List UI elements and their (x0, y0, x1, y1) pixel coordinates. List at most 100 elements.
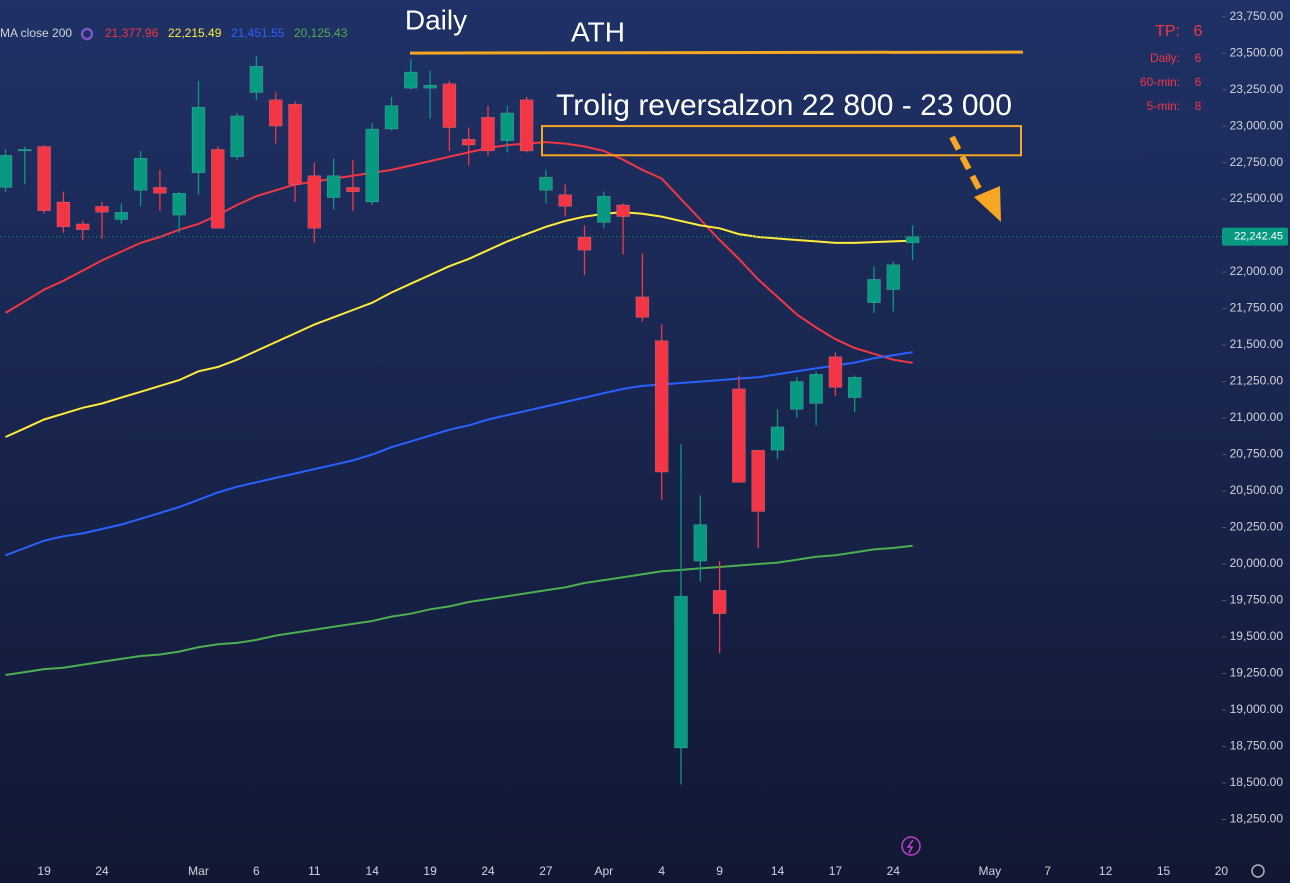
annotation-zone: Trolig reversalzon 22 800 - 23 000 (556, 89, 1012, 122)
x-tick-label: May (978, 864, 1001, 878)
candle-body (539, 176, 553, 191)
candle-body (37, 146, 51, 212)
candle-body (577, 236, 592, 251)
candle-body (442, 83, 457, 128)
x-tick-label: 24 (887, 864, 901, 878)
x-tick-label: 17 (829, 864, 843, 878)
x-tick-label: 14 (771, 864, 785, 878)
candle-body (693, 524, 708, 562)
annotation-ath: ATH (571, 16, 625, 47)
arrow-shaft (949, 135, 988, 202)
alert-bolt (906, 839, 914, 854)
ma-line (5, 211, 913, 438)
y-tick-label: 18,750.00 (1230, 739, 1284, 753)
y-tick-label: 22,750.00 (1230, 155, 1284, 169)
y-tick-label: 21,250.00 (1230, 374, 1284, 388)
tp-label: Daily: (1150, 51, 1180, 65)
x-tick-label: 12 (1099, 864, 1113, 878)
candle-body (384, 105, 399, 130)
candle-body (461, 138, 476, 146)
x-tick-label: 27 (539, 864, 553, 878)
candle-body (790, 381, 804, 410)
candle-body (867, 279, 881, 303)
y-tick-label: 21,750.00 (1230, 301, 1284, 315)
candle-body (346, 187, 360, 193)
alert-icon[interactable] (901, 836, 921, 856)
x-tick-label: 24 (95, 864, 109, 878)
x-tick-label: 20 (1215, 864, 1229, 878)
y-tick-label: 19,750.00 (1230, 593, 1284, 607)
candle-body (191, 106, 206, 174)
candle-body (114, 211, 129, 220)
y-tick-label: 19,000.00 (1230, 702, 1284, 716)
ma-legend-value: 21,451.55 (231, 26, 285, 40)
ma-line (5, 544, 913, 676)
tp-value: 6 (1194, 23, 1203, 40)
candle-body (211, 149, 225, 229)
candle-body (654, 340, 669, 473)
y-tick-label: 22,000.00 (1230, 264, 1284, 278)
candle-body (674, 595, 688, 749)
settings-icon[interactable] (1251, 864, 1265, 878)
candle-body (905, 236, 920, 244)
candle-body (423, 84, 437, 89)
candle-body (230, 115, 244, 157)
tp-value: 8 (1195, 99, 1202, 113)
x-tick-label: 6 (253, 864, 260, 878)
candle-body (268, 99, 283, 127)
candle-body (886, 264, 901, 290)
candle-body (249, 65, 264, 93)
y-tick-label: 19,250.00 (1230, 666, 1284, 680)
ath-line (409, 50, 1024, 55)
candle-body (751, 449, 765, 512)
candle-body (404, 71, 418, 89)
x-tick-label: 11 (308, 864, 321, 878)
candle-body (0, 155, 13, 188)
indicator-icon[interactable] (80, 27, 94, 41)
x-tick-label: 24 (481, 864, 495, 878)
candle-body (18, 149, 32, 152)
candle-body (732, 388, 746, 483)
tp-label: TP: (1155, 23, 1180, 40)
y-tick-label: 20,750.00 (1230, 447, 1284, 461)
y-tick-label: 20,500.00 (1230, 483, 1284, 497)
y-tick-label: 23,500.00 (1230, 45, 1284, 59)
y-tick-label: 19,500.00 (1230, 629, 1284, 643)
candle-body (56, 201, 71, 228)
candle-body (558, 194, 572, 207)
ma-legend-value: 21,377.96 (105, 26, 159, 40)
candle-body (307, 175, 322, 229)
annotation-daily: Daily (405, 4, 467, 35)
x-tick-label: Mar (188, 864, 209, 878)
candle-body (153, 187, 167, 194)
reversal-zone (541, 125, 1022, 157)
candle-body (326, 175, 341, 198)
y-tick-label: 20,000.00 (1230, 556, 1284, 570)
y-tick-label: 21,500.00 (1230, 337, 1284, 351)
y-tick-label: 23,750.00 (1230, 9, 1284, 23)
candle-body (809, 374, 823, 404)
candle-body (712, 590, 727, 614)
y-tick-label: 18,500.00 (1230, 775, 1284, 789)
y-tick-label: 22,500.00 (1230, 191, 1284, 205)
candle-body (635, 296, 650, 318)
x-tick-label: 4 (658, 864, 665, 878)
x-tick-label: 9 (716, 864, 723, 878)
ma-legend-value: 20,125.43 (294, 26, 348, 40)
x-tick-label: 15 (1157, 864, 1171, 878)
tp-label: 60-min: (1140, 75, 1180, 89)
x-tick-label: Apr (594, 864, 613, 878)
y-tick-label: 18,250.00 (1230, 812, 1284, 826)
candle-body (828, 356, 843, 388)
y-tick-label: 20,250.00 (1230, 520, 1284, 534)
last-price-box (1222, 227, 1288, 246)
x-tick-label: 7 (1044, 864, 1051, 878)
x-tick-label: 14 (366, 864, 380, 878)
x-tick-label: 19 (37, 864, 51, 878)
candle-body (519, 99, 534, 152)
candle-body (597, 195, 611, 223)
plot-area (0, 56, 1222, 785)
candle-body (365, 128, 379, 203)
arrow-head (974, 186, 1001, 222)
